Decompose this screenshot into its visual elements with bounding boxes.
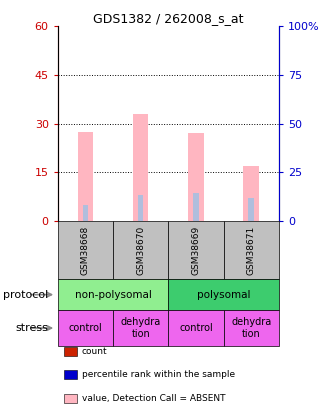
Bar [82, 205, 88, 221]
Text: value, Detection Call = ABSENT: value, Detection Call = ABSENT [82, 394, 225, 403]
Bar [193, 193, 199, 221]
Bar [188, 133, 204, 221]
Text: polysomal: polysomal [197, 290, 250, 300]
Bar [248, 198, 254, 221]
Text: control: control [69, 323, 102, 333]
Text: GSM38671: GSM38671 [247, 226, 256, 275]
Text: GSM38670: GSM38670 [136, 226, 145, 275]
Bar [78, 132, 93, 221]
Bar [138, 195, 144, 221]
Bar [244, 166, 259, 221]
Text: count: count [82, 347, 108, 356]
Text: non-polysomal: non-polysomal [75, 290, 151, 300]
Text: protocol: protocol [3, 290, 48, 300]
Title: GDS1382 / 262008_s_at: GDS1382 / 262008_s_at [93, 12, 244, 25]
Text: stress: stress [15, 323, 48, 333]
Text: control: control [179, 323, 213, 333]
Text: dehydra
tion: dehydra tion [231, 317, 271, 339]
Bar [133, 114, 148, 221]
Text: GSM38669: GSM38669 [191, 226, 200, 275]
Text: percentile rank within the sample: percentile rank within the sample [82, 370, 235, 379]
Text: dehydra
tion: dehydra tion [120, 317, 161, 339]
Text: GSM38668: GSM38668 [81, 226, 90, 275]
